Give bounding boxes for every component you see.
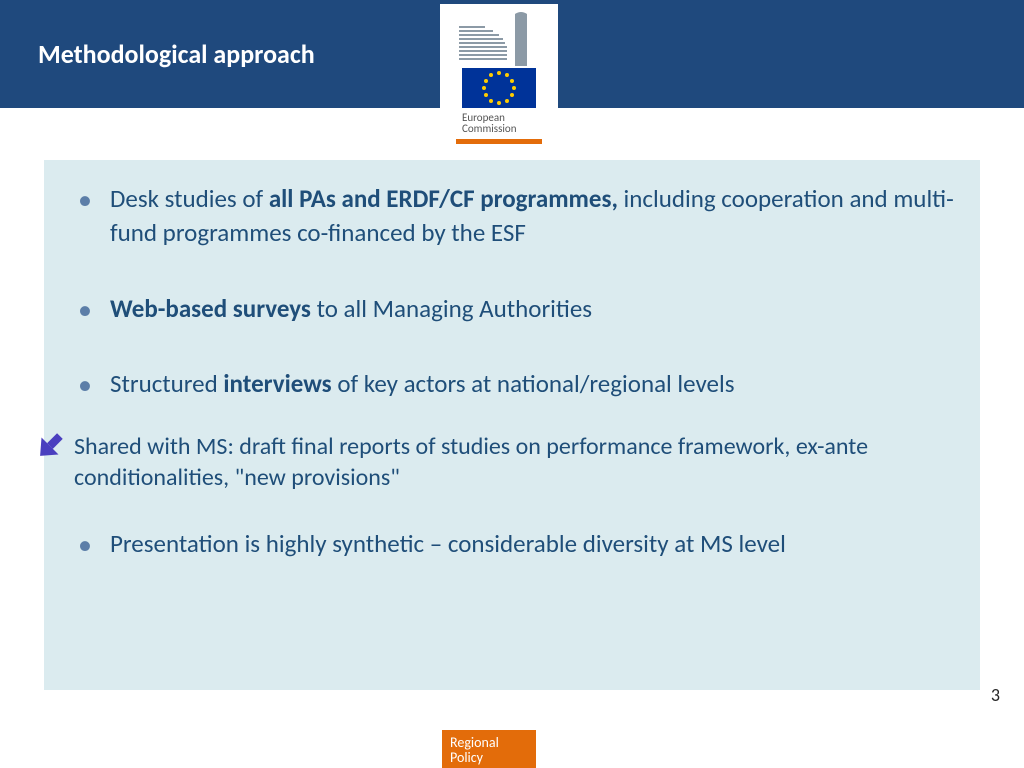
bullet-list: Presentation is highly synthetic – consi… <box>70 527 954 561</box>
ec-logo-underline <box>456 139 542 144</box>
footer-badge: Regional Policy <box>442 730 536 768</box>
bullet-text: of key actors at national/regional level… <box>337 368 734 399</box>
bullet-item: Presentation is highly synthetic – consi… <box>70 527 954 561</box>
footer-line1: Regional <box>450 735 528 750</box>
footer-line2: Policy <box>450 750 528 765</box>
ec-logo-text-line2: Commission <box>462 123 536 135</box>
bullet-item: Desk studies of all PAs and ERDF/CF prog… <box>70 182 954 250</box>
arrow-icon <box>34 430 66 462</box>
eu-flag-icon <box>462 68 536 108</box>
bullet-bold-text: interviews <box>223 368 337 399</box>
bullet-bold-text: Web-based surveys <box>110 293 317 324</box>
bullet-item: Web-based surveys to all Managing Author… <box>70 292 954 326</box>
bullet-text: Structured <box>110 368 223 399</box>
shared-note: Shared with MS: draft final reports of s… <box>74 431 954 493</box>
page-number: 3 <box>991 684 1000 706</box>
bullet-list: Desk studies of all PAs and ERDF/CF prog… <box>70 182 954 401</box>
bullet-text: Desk studies of <box>110 183 269 214</box>
bullet-bold-text: all PAs and ERDF/CF programmes, <box>269 183 624 214</box>
ec-building-icon <box>459 10 539 66</box>
content-panel: Desk studies of all PAs and ERDF/CF prog… <box>44 160 980 690</box>
slide-title: Methodological approach <box>38 38 315 70</box>
ec-logo-text: European Commission <box>462 112 536 135</box>
bullet-text: to all Managing Authorities <box>317 293 592 324</box>
bullet-item: Structured interviews of key actors at n… <box>70 367 954 401</box>
ec-logo: European Commission <box>440 4 558 144</box>
